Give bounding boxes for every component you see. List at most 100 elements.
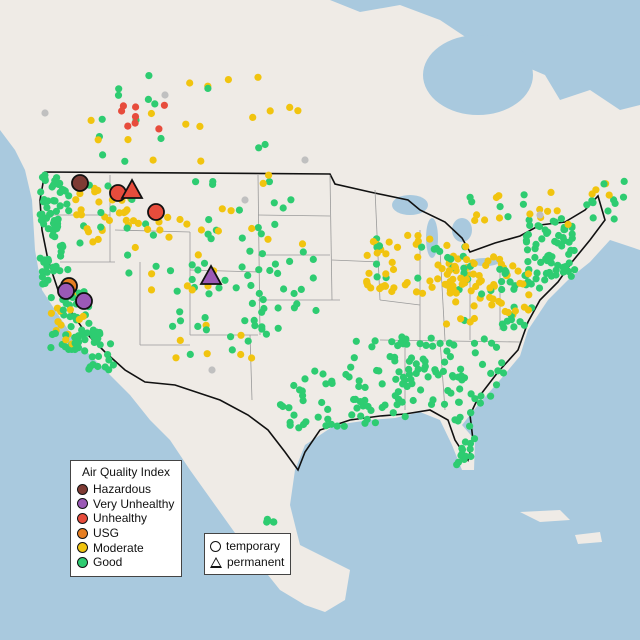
north-america-land [0, 0, 640, 612]
monitor-dot [83, 225, 91, 233]
monitor-dot [96, 341, 104, 349]
monitor-dot [173, 287, 181, 295]
monitor-dot [407, 375, 415, 384]
legend-item-very-unhealthy: Very Unhealthy [71, 497, 181, 512]
monitor-dot [98, 115, 106, 123]
monitor-dot [38, 210, 46, 218]
monitor-dot [50, 217, 58, 225]
very-unhealthy-swatch [77, 498, 88, 510]
monitor-dot [328, 377, 336, 385]
monitor-dot [470, 435, 479, 443]
monitor-dot [439, 367, 447, 375]
monitor-dot [390, 284, 398, 292]
monitor-dot [432, 244, 441, 252]
monitor-dot [131, 113, 140, 121]
monitor-dot [466, 439, 475, 448]
monitor-dot [457, 315, 465, 323]
monitor-dot [428, 283, 436, 291]
monitor-dot [259, 179, 267, 187]
monitor-dot [495, 214, 504, 222]
monitor-dot [160, 101, 168, 109]
monitor-dot [94, 186, 102, 194]
monitor-dot [378, 380, 386, 388]
monitor-dot [44, 225, 53, 233]
monitor-dot [453, 461, 461, 469]
monitor-dot [486, 284, 494, 292]
monitor-dot [99, 151, 107, 159]
monitor-dot [246, 247, 254, 255]
monitor-dot [526, 210, 534, 218]
monitor-dot [399, 380, 407, 388]
monitor-dot [202, 326, 210, 334]
monitor-dot [94, 352, 103, 360]
monitor-dot [274, 269, 282, 277]
monitor-dot [144, 225, 152, 233]
monitor-dot [538, 235, 546, 243]
monitor-dot [429, 396, 437, 404]
monitor-dot [458, 444, 466, 452]
monitor-dot [478, 290, 486, 298]
monitor-dot [224, 76, 232, 84]
legend-label: USG [93, 526, 120, 541]
monitor-dot [324, 415, 332, 423]
monitor-dot [309, 255, 317, 263]
monitor-dot [52, 262, 60, 270]
legend-item-good: Good [71, 555, 181, 570]
monitor-dot [241, 196, 249, 204]
monitor-dot [418, 243, 426, 251]
monitor-dot [89, 326, 97, 334]
monitor-dot [537, 258, 545, 266]
monitor-dot [452, 298, 460, 306]
monitor-dot [78, 326, 86, 334]
monitor-dot [443, 241, 451, 249]
monitor-type-legend: temporary permanent [204, 533, 291, 575]
monitor-dot [104, 182, 112, 190]
monitor-dot [504, 308, 512, 317]
monitor-dot [57, 321, 65, 329]
monitor-dot [259, 296, 267, 304]
monitor-dot [431, 366, 439, 374]
monitor-dot [409, 396, 417, 405]
monitor-dot [270, 199, 278, 207]
monitor-dot [43, 262, 51, 270]
monitor-dot [467, 452, 475, 461]
monitor-dot [454, 255, 462, 263]
monitor-dot [66, 306, 74, 314]
monitor-dot [47, 309, 56, 317]
monitor-dot [404, 231, 412, 239]
monitor-dot [62, 336, 70, 344]
monitor-dot [183, 282, 191, 290]
monitor-dot [440, 400, 449, 408]
monitor-dot [467, 287, 475, 295]
monitor-dot [44, 276, 52, 284]
monitor-dot [554, 239, 562, 247]
monitor-dot [105, 216, 113, 224]
monitor-dot [373, 273, 381, 281]
monitor-dot [553, 207, 561, 215]
monitor-dot [67, 323, 75, 331]
permanent-label: permanent [227, 555, 285, 569]
monitor-dot [312, 306, 320, 315]
monitor-dot [451, 262, 459, 270]
monitor-dot [389, 265, 398, 274]
legend-item-unhealthy: Unhealthy [71, 511, 181, 526]
monitor-dot [94, 136, 102, 144]
monitor-dot [457, 365, 465, 373]
monitor-dot [368, 343, 376, 351]
monitor-dot [156, 226, 164, 234]
monitor-dot [371, 419, 379, 427]
monitor-dot [340, 422, 348, 430]
monitor-dot [388, 258, 396, 266]
monitor-dot [145, 72, 153, 80]
monitor-dot [188, 261, 196, 269]
monitor-dot [434, 261, 442, 269]
monitor-dot [392, 375, 400, 383]
monitor-dot [271, 260, 279, 268]
monitor-dot [534, 222, 542, 230]
monitor-dot [446, 353, 454, 361]
monitor-dot [176, 308, 184, 316]
cuba-island [520, 510, 570, 522]
monitor-dot [238, 263, 246, 271]
unhealthy-swatch [77, 512, 88, 524]
monitor-dot [407, 354, 416, 362]
